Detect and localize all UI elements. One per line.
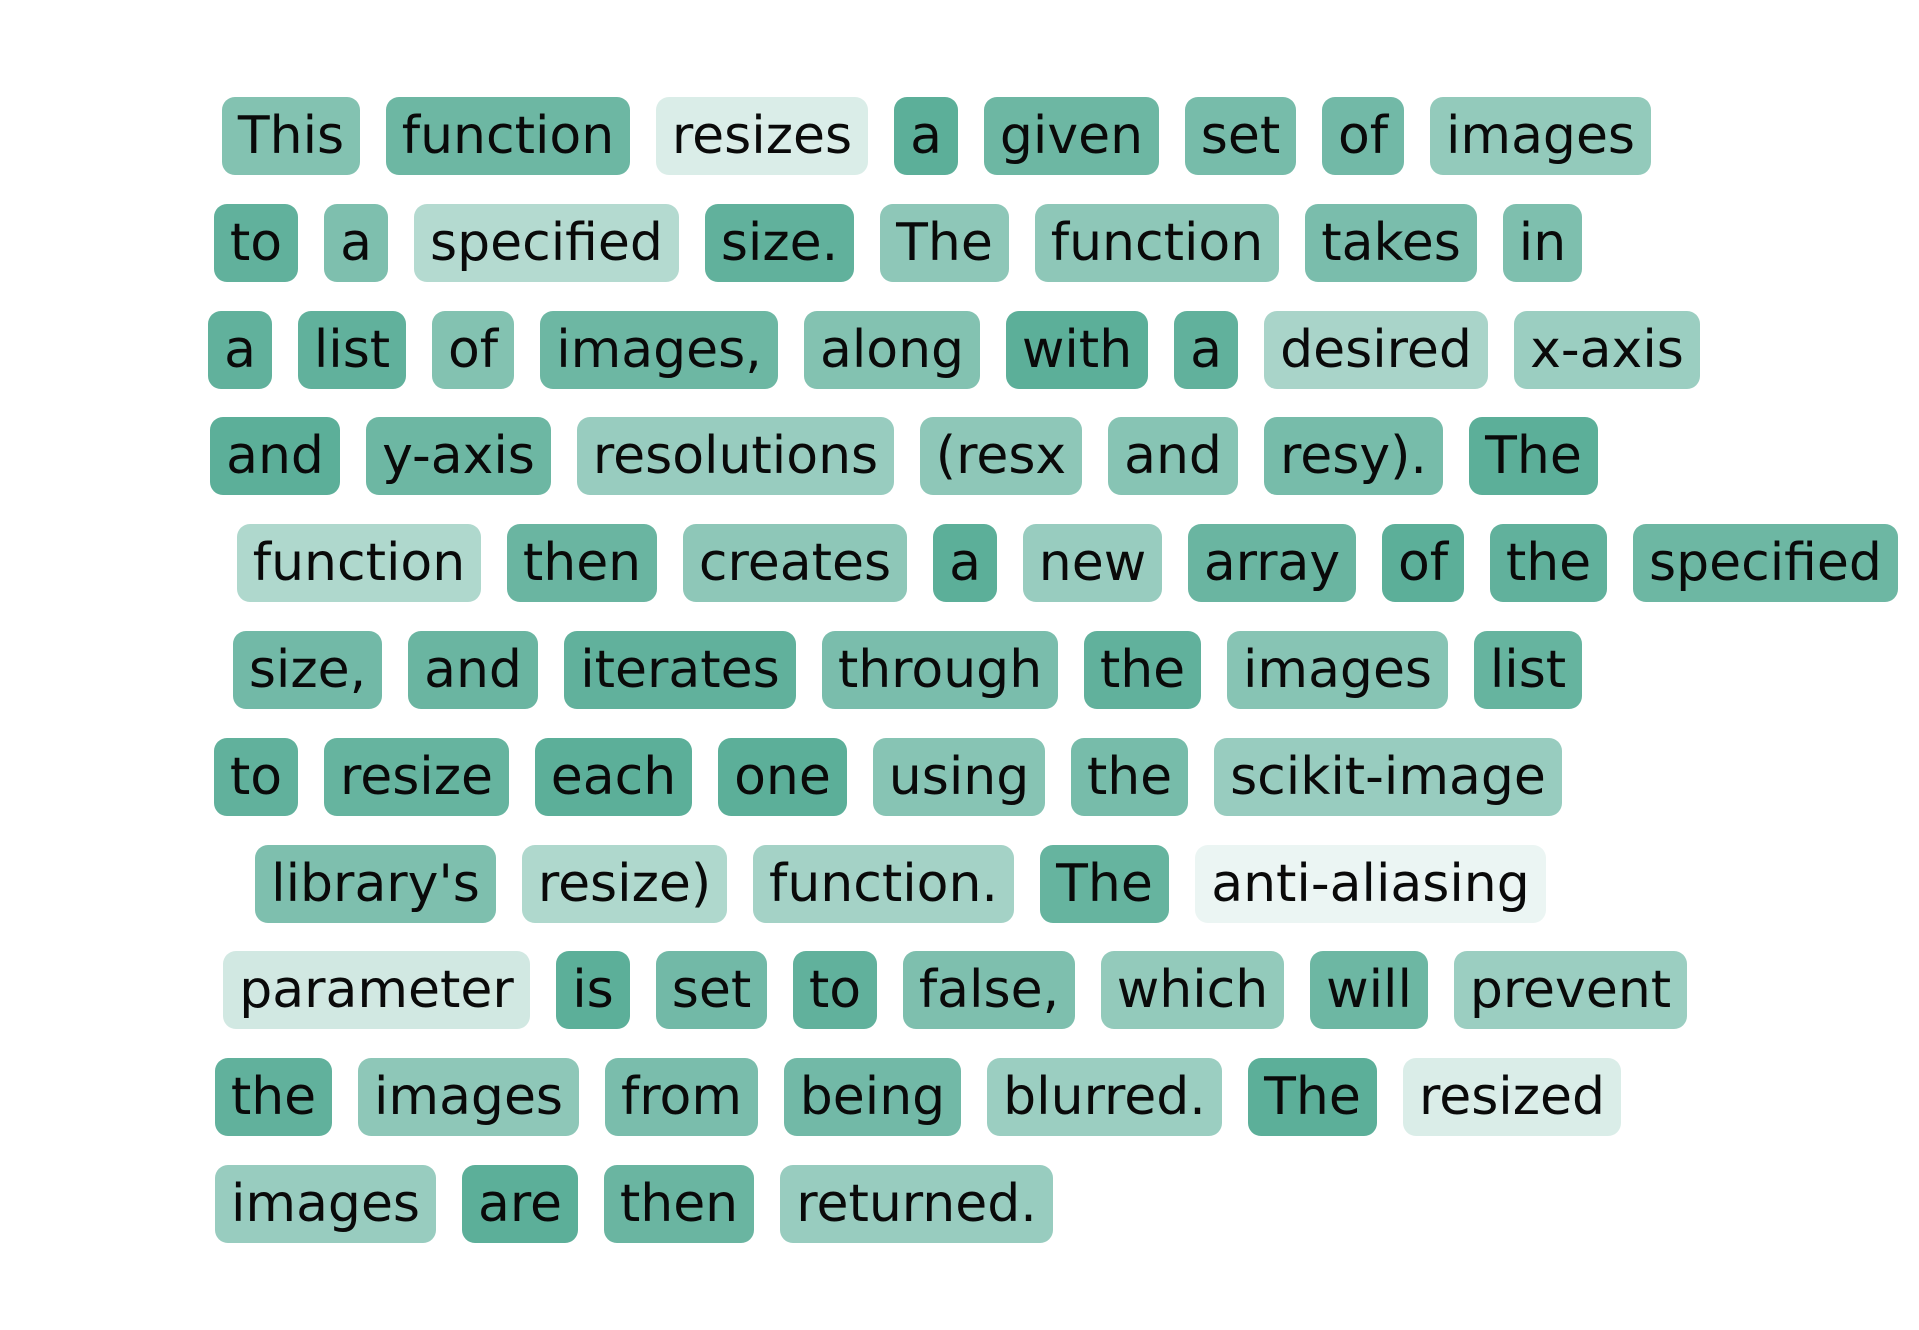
word-chip: scikit-image <box>1214 738 1562 816</box>
word-chip: to <box>214 738 298 816</box>
word-chip: list <box>1474 631 1582 709</box>
word-chip: list <box>298 311 406 389</box>
word-chip: size, <box>233 631 382 709</box>
word-chip: and <box>1108 417 1238 495</box>
word-chip: array <box>1188 524 1356 602</box>
word-chip: are <box>462 1165 578 1243</box>
word-chip: function. <box>753 845 1014 923</box>
word-chip: from <box>605 1058 758 1136</box>
word-chip: images, <box>540 311 778 389</box>
word-chip: resizes <box>656 97 868 175</box>
word-chip: y-axis <box>366 417 551 495</box>
word-chip: images <box>358 1058 579 1136</box>
word-chip: then <box>604 1165 754 1243</box>
word-chip: prevent <box>1454 951 1687 1029</box>
word-chip: the <box>1071 738 1188 816</box>
word-chip: of <box>1382 524 1464 602</box>
word-chip: will <box>1310 951 1428 1029</box>
word-chip: new <box>1023 524 1162 602</box>
word-chip: the <box>215 1058 332 1136</box>
word-chip: This <box>222 97 360 175</box>
word-chip: given <box>984 97 1159 175</box>
word-chip: function <box>237 524 481 602</box>
word-chip: resy). <box>1264 417 1443 495</box>
word-chip: using <box>873 738 1045 816</box>
word-chip: a <box>324 204 388 282</box>
word-chip: The <box>1248 1058 1377 1136</box>
word-chip: the <box>1490 524 1607 602</box>
word-chip: a <box>208 311 272 389</box>
word-chip: takes <box>1305 204 1477 282</box>
word-chip: returned. <box>780 1165 1053 1243</box>
word-chip: each <box>535 738 692 816</box>
word-chip: blurred. <box>987 1058 1222 1136</box>
word-chip: one <box>718 738 847 816</box>
word-chip: along <box>804 311 980 389</box>
word-chip: is <box>556 951 630 1029</box>
word-chip: specified <box>1633 524 1898 602</box>
word-chip: in <box>1503 204 1582 282</box>
word-chip: x-axis <box>1514 311 1700 389</box>
word-chip: of <box>432 311 514 389</box>
word-chip: a <box>1174 311 1238 389</box>
word-chip: to <box>214 204 298 282</box>
word-chip: specified <box>414 204 679 282</box>
word-chip: resize <box>324 738 509 816</box>
word-chip: (resx <box>920 417 1082 495</box>
word-chip: desired <box>1264 311 1488 389</box>
word-chip: images <box>215 1165 436 1243</box>
word-chip: function <box>1035 204 1279 282</box>
word-chip: then <box>507 524 657 602</box>
word-chip: size. <box>705 204 854 282</box>
word-chip: images <box>1430 97 1651 175</box>
word-chip: library's <box>255 845 496 923</box>
word-chip: The <box>1469 417 1598 495</box>
word-chip: with <box>1006 311 1148 389</box>
word-chip: resize) <box>522 845 727 923</box>
word-chip: images <box>1227 631 1448 709</box>
word-chip: creates <box>683 524 907 602</box>
word-chip: the <box>1084 631 1201 709</box>
word-chip: parameter <box>223 951 530 1029</box>
word-chip: false, <box>903 951 1075 1029</box>
word-chip: a <box>933 524 997 602</box>
word-chip: anti-aliasing <box>1195 845 1546 923</box>
word-chip: resolutions <box>577 417 894 495</box>
word-chip: The <box>1040 845 1169 923</box>
word-chip: set <box>1185 97 1296 175</box>
word-chip: function <box>386 97 630 175</box>
word-chip: through <box>822 631 1058 709</box>
word-chip: resized <box>1403 1058 1621 1136</box>
word-chip: and <box>408 631 538 709</box>
word-chip: to <box>793 951 877 1029</box>
word-chip: set <box>656 951 767 1029</box>
word-chip: and <box>210 417 340 495</box>
word-chip: which <box>1101 951 1284 1029</box>
word-chip: a <box>894 97 958 175</box>
word-chip: iterates <box>564 631 796 709</box>
word-chip: being <box>784 1058 961 1136</box>
word-chip: The <box>880 204 1009 282</box>
word-chip: of <box>1322 97 1404 175</box>
